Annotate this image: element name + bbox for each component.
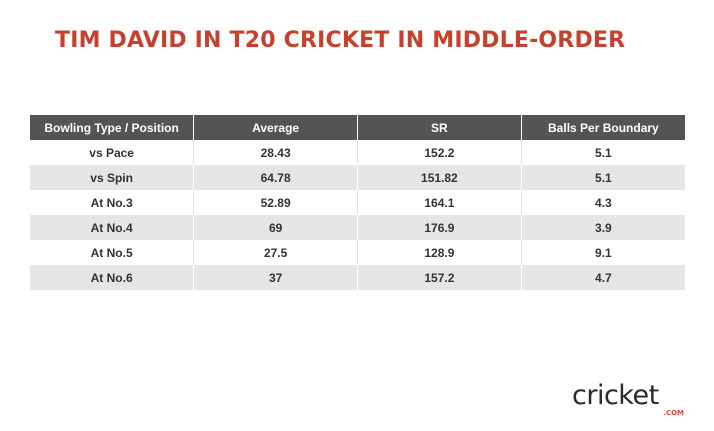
table-cell: 151.82 xyxy=(357,165,522,190)
column-header: Bowling Type / Position xyxy=(30,115,195,140)
table-cell: 27.5 xyxy=(193,240,358,265)
table-cell: 4.7 xyxy=(521,265,685,290)
table-cell: 64.78 xyxy=(193,165,358,190)
table-cell: 152.2 xyxy=(357,140,522,165)
table-cell: 4.3 xyxy=(595,195,612,210)
logo-wordmark: cricket xyxy=(572,380,659,411)
table-cell: 176.9 xyxy=(357,215,522,240)
table-cell: 5.1 xyxy=(595,145,612,160)
table-cell: 5.1 xyxy=(521,165,685,190)
cricket-com-logo: cricket .COM xyxy=(572,382,687,418)
table-cell: 157.2 xyxy=(357,265,522,290)
table-cell: 69 xyxy=(193,215,358,240)
table-row: At No.3 52.89 164.1 4.3 xyxy=(30,190,685,215)
table-row: At No.4 69 176.9 3.9 xyxy=(30,215,685,240)
table-cell: 3.9 xyxy=(521,215,685,240)
table-row: At No.6 37 157.2 4.7 xyxy=(30,265,685,290)
table-cell: 164.1 xyxy=(357,190,522,215)
table-cell: At No.6 xyxy=(30,265,195,290)
table-cell: vs Pace xyxy=(30,140,195,165)
chart-title: TIM DAVID IN T20 CRICKET IN MIDDLE-ORDER xyxy=(55,28,626,53)
table-cell: 28.43 xyxy=(193,140,358,165)
table-row: vs Spin 64.78 151.82 5.1 xyxy=(30,165,685,190)
table-cell: 9.1 xyxy=(595,245,612,260)
table-cell: 128.9 xyxy=(357,240,522,265)
table-cell: 37 xyxy=(193,265,358,290)
stats-table: Bowling Type / Position Average SR Balls… xyxy=(30,115,685,290)
column-header: Average xyxy=(193,115,358,140)
table-cell: At No.3 xyxy=(30,190,195,215)
table-row: vs Pace 28.43 152.2 5.1 xyxy=(30,140,685,165)
table-cell: 52.89 xyxy=(193,190,358,215)
logo-domain: .COM xyxy=(663,409,684,417)
column-header: Balls Per Boundary xyxy=(521,115,685,140)
header-row: Bowling Type / Position Average SR Balls… xyxy=(30,115,685,140)
table-cell: At No.5 xyxy=(30,240,195,265)
column-header: SR xyxy=(357,115,522,140)
table-row: At No.5 27.5 128.9 9.1 xyxy=(30,240,685,265)
table-cell: At No.4 xyxy=(30,215,195,240)
table-cell: vs Spin xyxy=(30,165,195,190)
